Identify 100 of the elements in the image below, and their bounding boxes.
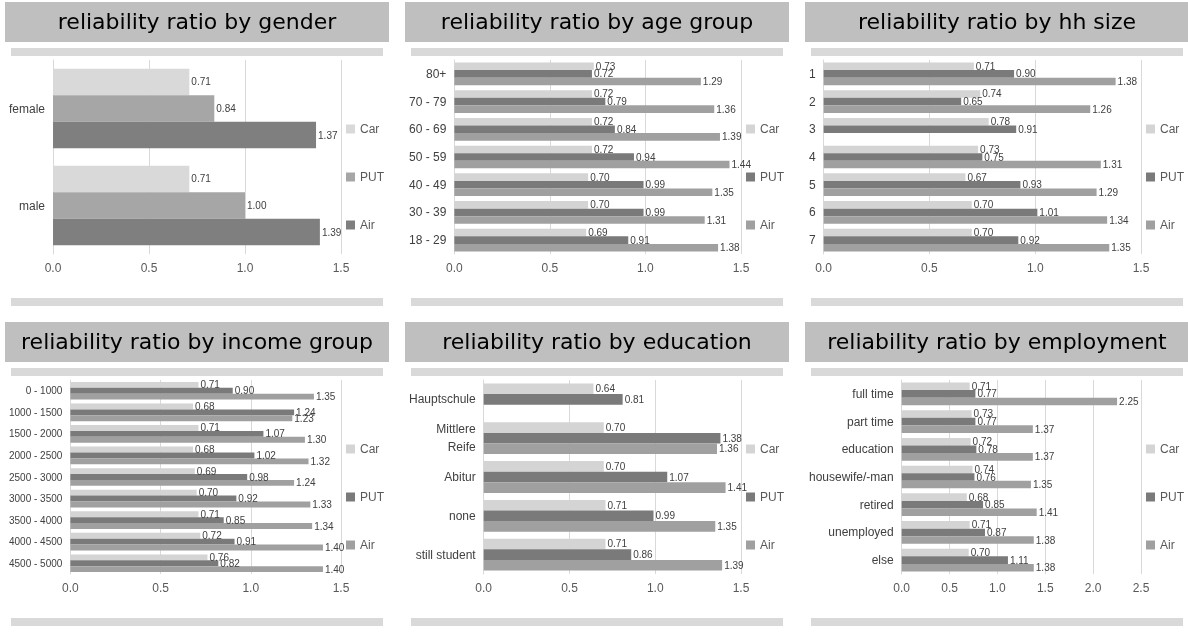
legend-label: Air bbox=[1160, 538, 1175, 552]
data-label: 0.71 bbox=[191, 76, 212, 88]
y-tick-label: else bbox=[871, 553, 895, 568]
bar bbox=[901, 528, 985, 537]
bar bbox=[823, 160, 1101, 169]
data-label: 0.85 bbox=[225, 514, 246, 526]
data-label: 0.69 bbox=[196, 465, 217, 477]
bar bbox=[454, 97, 606, 106]
data-label: 1.30 bbox=[306, 434, 327, 446]
y-tick-label: 4 bbox=[808, 150, 816, 164]
y-tick-label: 5 bbox=[808, 177, 816, 192]
data-label: 0.71 bbox=[191, 173, 212, 185]
legend-label: Air bbox=[760, 538, 775, 552]
bar bbox=[823, 236, 1019, 244]
data-label: 1.36 bbox=[716, 103, 737, 115]
data-label: 1.29 bbox=[1098, 186, 1119, 198]
chart-title: reliability ratio by hh size bbox=[805, 2, 1188, 42]
data-label: 1.00 bbox=[247, 200, 267, 211]
data-label: 1.33 bbox=[312, 498, 333, 510]
data-label: 0.71 bbox=[607, 499, 628, 511]
legend-label: Air bbox=[760, 218, 775, 232]
data-label: 0.71 bbox=[200, 508, 221, 520]
y-tick-label: 3500 - 4000 bbox=[8, 514, 63, 526]
x-tick-label: 0.0 bbox=[893, 581, 911, 595]
x-tick-label: 2.0 bbox=[1084, 581, 1102, 595]
data-label: 0.68 bbox=[195, 444, 215, 456]
bar bbox=[70, 452, 255, 459]
bar bbox=[823, 125, 1017, 134]
x-tick-label: 1.5 bbox=[332, 581, 350, 595]
bar bbox=[454, 70, 592, 78]
data-label: 1.31 bbox=[1102, 159, 1123, 171]
bar bbox=[901, 425, 1033, 433]
bar bbox=[901, 453, 1033, 461]
bar bbox=[823, 105, 1091, 113]
data-label: 0.84 bbox=[616, 123, 637, 135]
bar bbox=[483, 521, 716, 532]
bar bbox=[70, 415, 293, 422]
data-label: 1.26 bbox=[1092, 103, 1113, 115]
bar bbox=[70, 479, 295, 486]
y-tick-label: 3 bbox=[808, 122, 816, 137]
data-label: 1.35 bbox=[714, 186, 735, 198]
data-label: 0.70 bbox=[973, 199, 994, 211]
bar bbox=[70, 458, 309, 465]
bar bbox=[70, 430, 264, 437]
bar bbox=[901, 417, 976, 426]
x-tick-label: 0.0 bbox=[446, 261, 464, 275]
x-tick-label: 0.0 bbox=[62, 581, 80, 595]
y-tick-label: 6 bbox=[808, 205, 816, 220]
data-label: 1.31 bbox=[706, 214, 727, 226]
data-label: 1.35 bbox=[1111, 242, 1132, 254]
data-label: 0.77 bbox=[977, 388, 998, 400]
data-label: 1.38 bbox=[1117, 75, 1138, 87]
bar bbox=[70, 393, 314, 400]
data-label: 0.90 bbox=[1016, 68, 1036, 80]
data-label: 0.98 bbox=[249, 471, 270, 483]
bar bbox=[483, 432, 721, 444]
bar bbox=[901, 556, 1008, 564]
data-label: 1.38 bbox=[1035, 534, 1056, 546]
bar bbox=[70, 566, 323, 573]
data-label: 1.37 bbox=[1034, 451, 1055, 463]
chart-title: reliability ratio by age group bbox=[405, 2, 789, 42]
data-label: 0.71 bbox=[975, 60, 996, 72]
data-label: 0.91 bbox=[1018, 123, 1039, 135]
x-tick-label: 1.5 bbox=[732, 581, 750, 595]
data-label: 1.40 bbox=[324, 563, 345, 575]
y-tick-label: 2 bbox=[808, 94, 816, 109]
y-tick-label: 80+ bbox=[426, 66, 447, 81]
data-label: 0.92 bbox=[1020, 234, 1041, 246]
y-tick-label: still student bbox=[415, 547, 477, 562]
bar bbox=[483, 471, 668, 483]
y-tick-label: female bbox=[8, 101, 46, 116]
data-label: 1.38 bbox=[722, 432, 743, 444]
data-label: 1.38 bbox=[1035, 562, 1056, 574]
data-label: 0.74 bbox=[982, 88, 1003, 100]
data-label: 0.71 bbox=[607, 538, 628, 550]
data-label: 0.71 bbox=[200, 422, 221, 434]
bar bbox=[454, 160, 730, 169]
bar bbox=[454, 105, 715, 113]
bar bbox=[483, 549, 632, 560]
bar bbox=[70, 474, 248, 480]
bar bbox=[901, 445, 977, 454]
data-label: 1.39 bbox=[321, 226, 342, 238]
bar bbox=[823, 208, 1038, 217]
data-label: 0.72 bbox=[593, 143, 614, 155]
data-label: 1.36 bbox=[718, 443, 739, 455]
bar bbox=[483, 559, 723, 571]
data-label: 0.94 bbox=[635, 151, 656, 163]
x-tick-label: 1.5 bbox=[332, 261, 350, 275]
bar bbox=[823, 243, 1110, 252]
legend-label: Car bbox=[1160, 442, 1180, 456]
data-label: 0.78 bbox=[990, 116, 1011, 128]
data-label: 1.24 bbox=[296, 477, 316, 489]
bar bbox=[454, 216, 705, 224]
data-label: 1.38 bbox=[720, 242, 740, 254]
x-tick-label: 0.5 bbox=[561, 581, 579, 595]
bar bbox=[53, 121, 317, 149]
y-tick-label: 1000 - 1500 bbox=[8, 406, 63, 418]
bar bbox=[901, 563, 1034, 572]
data-label: 0.64 bbox=[595, 383, 616, 395]
data-label: 1.35 bbox=[717, 520, 738, 532]
